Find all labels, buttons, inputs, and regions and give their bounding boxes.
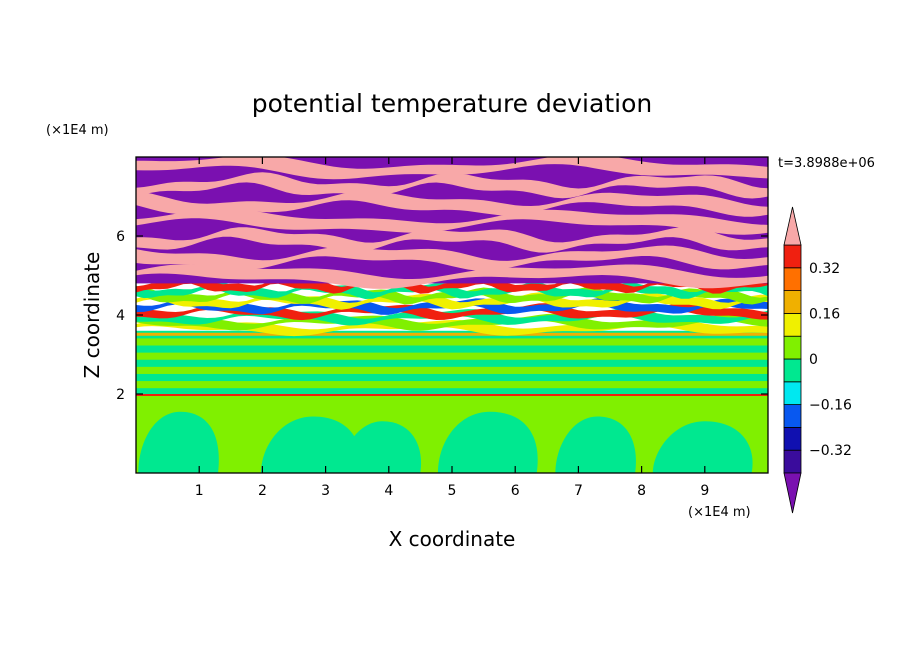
plume bbox=[340, 421, 422, 473]
strat-band bbox=[136, 394, 768, 403]
colorbar-segment bbox=[783, 290, 802, 314]
colorbar-over-arrow bbox=[783, 206, 802, 246]
x-axis-label: X coordinate bbox=[389, 527, 516, 551]
y-axis-ticks: 2 4 6 bbox=[116, 229, 768, 403]
colorbar-segment bbox=[783, 449, 802, 474]
upper-band bbox=[136, 226, 768, 253]
x-tick-label: 6 bbox=[511, 483, 520, 499]
mixing-band bbox=[136, 282, 768, 299]
y-tick-label: 2 bbox=[116, 387, 125, 403]
x-tick-label: 9 bbox=[700, 483, 709, 499]
strat-band bbox=[136, 337, 768, 346]
lower-convective-layer bbox=[136, 401, 768, 473]
colorbar-under-arrow bbox=[783, 472, 802, 514]
strat-band bbox=[136, 366, 768, 374]
x-tick-label: 4 bbox=[384, 483, 393, 499]
upper-band bbox=[136, 172, 768, 199]
y-tick-label: 6 bbox=[116, 229, 125, 245]
x-axis-unit: (×1E4 m) bbox=[688, 505, 751, 520]
plume bbox=[138, 411, 219, 473]
strat-line bbox=[136, 332, 768, 336]
colorbar-segment bbox=[783, 267, 802, 291]
y-tick-label: 4 bbox=[116, 308, 125, 324]
colorbar: 0.32 0.16 0 −0.16 −0.32 bbox=[783, 206, 852, 514]
x-tick-label: 1 bbox=[195, 483, 204, 499]
upper-band bbox=[136, 208, 768, 235]
stratified-layer bbox=[136, 330, 768, 403]
colorbar-tick-label: 0.32 bbox=[809, 261, 840, 277]
colorbar-segment bbox=[783, 381, 802, 405]
colorbar-tick-label: 0.16 bbox=[809, 306, 840, 322]
plume bbox=[437, 411, 538, 473]
x-tick-label: 2 bbox=[258, 483, 267, 499]
colorbar-segment bbox=[783, 335, 802, 360]
x-tick-label: 8 bbox=[637, 483, 646, 499]
x-tick-label: 7 bbox=[574, 483, 583, 499]
strat-band bbox=[136, 373, 768, 382]
strat-band bbox=[136, 345, 768, 353]
mixing-band bbox=[136, 303, 768, 321]
upper-band bbox=[136, 157, 768, 180]
strat-band bbox=[136, 359, 768, 367]
upper-band bbox=[136, 190, 768, 217]
strat-band bbox=[136, 380, 768, 389]
colorbar-tick-label: −0.16 bbox=[809, 398, 852, 414]
colorbar-segment bbox=[783, 244, 802, 269]
colorbar-tick-label: 0 bbox=[809, 352, 818, 368]
upper-band bbox=[136, 245, 768, 271]
colorbar-segment bbox=[783, 404, 802, 428]
strat-line bbox=[136, 394, 768, 396]
upper-band bbox=[136, 264, 768, 289]
y-axis-unit: (×1E4 m) bbox=[46, 123, 109, 138]
plot-area bbox=[136, 157, 768, 473]
upper-wavy-layer bbox=[136, 157, 768, 289]
x-tick-label: 3 bbox=[321, 483, 330, 499]
chart-title: potential temperature deviation bbox=[252, 89, 652, 118]
x-axis-ticks: 1 2 3 4 5 6 7 8 9 bbox=[195, 157, 709, 499]
x-tick-label: 5 bbox=[448, 483, 457, 499]
strat-band bbox=[136, 352, 768, 360]
colorbar-segment bbox=[783, 358, 802, 383]
colorbar-segment bbox=[783, 426, 802, 451]
mixing-band bbox=[136, 318, 768, 337]
mixing-layer bbox=[136, 276, 768, 337]
plume bbox=[555, 416, 636, 473]
time-label: t=3.8988e+06 bbox=[778, 156, 875, 171]
colorbar-segment bbox=[783, 312, 802, 337]
strat-band bbox=[136, 387, 768, 396]
colorbar-tick-label: −0.32 bbox=[809, 443, 852, 459]
plume bbox=[652, 421, 753, 473]
plume bbox=[260, 416, 361, 473]
y-axis-label: Z coordinate bbox=[80, 252, 104, 379]
